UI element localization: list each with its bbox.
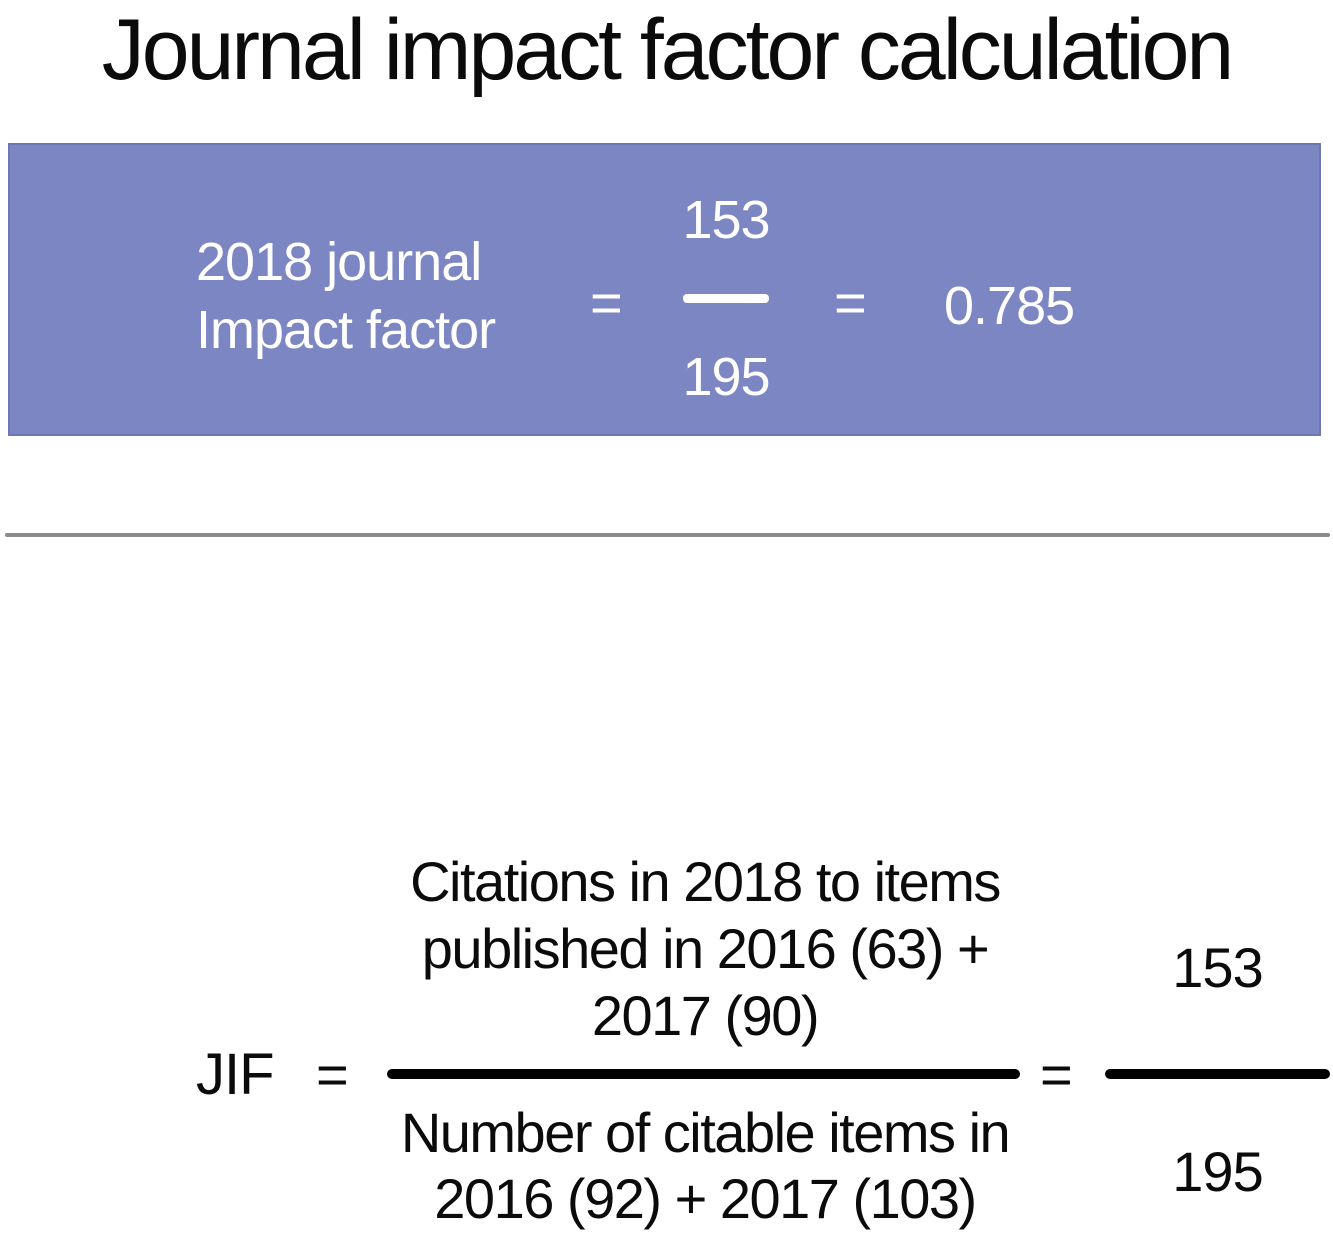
equals-sign: =: [590, 271, 623, 334]
fraction-bar: [1105, 1069, 1330, 1079]
numerator-line1: Citations in 2018 to items: [410, 850, 1001, 913]
banner-label-line2: Impact factor: [196, 300, 496, 360]
denominator-line1: Number of citable items in: [400, 1101, 1011, 1164]
jif-result-value: 0.785: [944, 276, 1075, 336]
equals-sign: =: [834, 271, 867, 334]
banner-fraction-numerator: 153: [682, 190, 770, 250]
equals-sign: =: [1040, 1043, 1073, 1106]
numerator-line2: published in 2016 (63) +: [421, 917, 990, 980]
jif-summary-banner: 2018 journal Impact factor = 153 195 = 0…: [8, 143, 1321, 436]
result-fraction-numerator: 153: [1172, 936, 1263, 999]
formula-denominator: Number of citable items in 2016 (92) + 2…: [385, 1100, 1025, 1232]
denominator-line2: 2016 (92) + 2017 (103): [434, 1167, 977, 1230]
formula-numerator: Citations in 2018 to items published in …: [385, 848, 1025, 1049]
banner-fraction: 153 195: [642, 190, 810, 407]
banner-label-line1: 2018 journal: [196, 232, 482, 292]
page-title: Journal impact factor calculation: [101, 2, 1234, 98]
fraction-bar: [387, 1069, 1020, 1079]
banner-fraction-denominator: 195: [682, 347, 770, 407]
equals-sign: =: [316, 1043, 349, 1106]
result-fraction-denominator: 195: [1172, 1140, 1263, 1203]
formula-lhs: JIF: [196, 1042, 275, 1107]
section-divider: [5, 533, 1330, 537]
banner-label: 2018 journal Impact factor: [196, 228, 496, 364]
fraction-bar: [683, 294, 769, 303]
numerator-line3: 2017 (90): [591, 984, 820, 1047]
